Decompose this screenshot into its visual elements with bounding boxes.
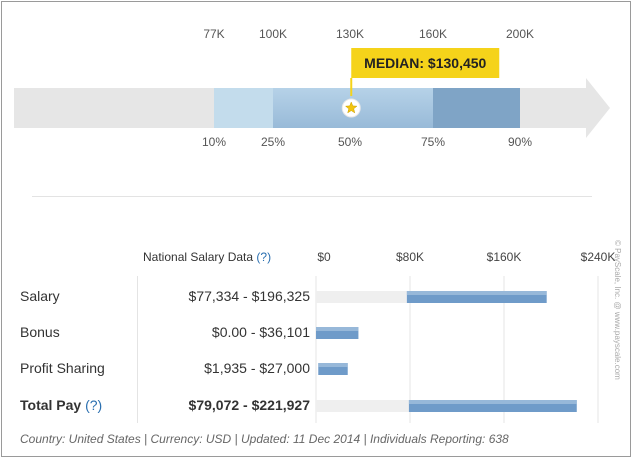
row-label-text: Profit Sharing: [20, 360, 105, 376]
table-header: National Salary Data (?): [143, 250, 271, 264]
row-label-text: Total Pay: [20, 397, 82, 413]
row-range-value: $79,072 - $221,927: [188, 397, 310, 413]
row-range-value: $0.00 - $36,101: [211, 324, 310, 340]
percentile-label: 50%: [338, 135, 362, 149]
help-link[interactable]: (?): [85, 397, 103, 413]
row-label: Salary: [20, 288, 60, 304]
row-label-text: Salary: [20, 288, 60, 304]
section-divider: [32, 196, 592, 197]
band-10-25: [214, 88, 273, 128]
percentile-label: 10%: [202, 135, 226, 149]
percentile-label: 75%: [421, 135, 445, 149]
band-75-90: [433, 88, 520, 128]
median-callout: [351, 48, 500, 78]
percentile-label: 25%: [261, 135, 285, 149]
row-range-value: $1,935 - $27,000: [204, 360, 310, 376]
percentile-label: 90%: [508, 135, 532, 149]
scale-label: 200K: [506, 27, 534, 41]
row-label: Total Pay (?): [20, 397, 102, 413]
footer-note: Country: United States | Currency: USD |…: [20, 432, 509, 446]
row-range-value: $77,334 - $196,325: [188, 288, 310, 304]
row-label: Profit Sharing: [20, 360, 105, 376]
row-label: Bonus: [20, 324, 60, 340]
label-column-separator: [137, 276, 138, 423]
watermark: © PayScale, Inc. @ www.payscale.com: [613, 240, 622, 380]
median-label: MEDIAN: $130,450: [364, 55, 486, 71]
table-header-label: National Salary Data: [143, 250, 254, 264]
scale-label: 130K: [336, 27, 364, 41]
row-label-text: Bonus: [20, 324, 60, 340]
percentile-chart: MEDIAN: $130,450 77K 100K 130K 160K 200K 10%…: [14, 27, 610, 149]
scale-label: 77K: [203, 27, 224, 41]
help-link[interactable]: (?): [256, 250, 272, 264]
star-icon: [344, 101, 358, 114]
scale-label: 160K: [419, 27, 447, 41]
scale-label: 100K: [259, 27, 287, 41]
